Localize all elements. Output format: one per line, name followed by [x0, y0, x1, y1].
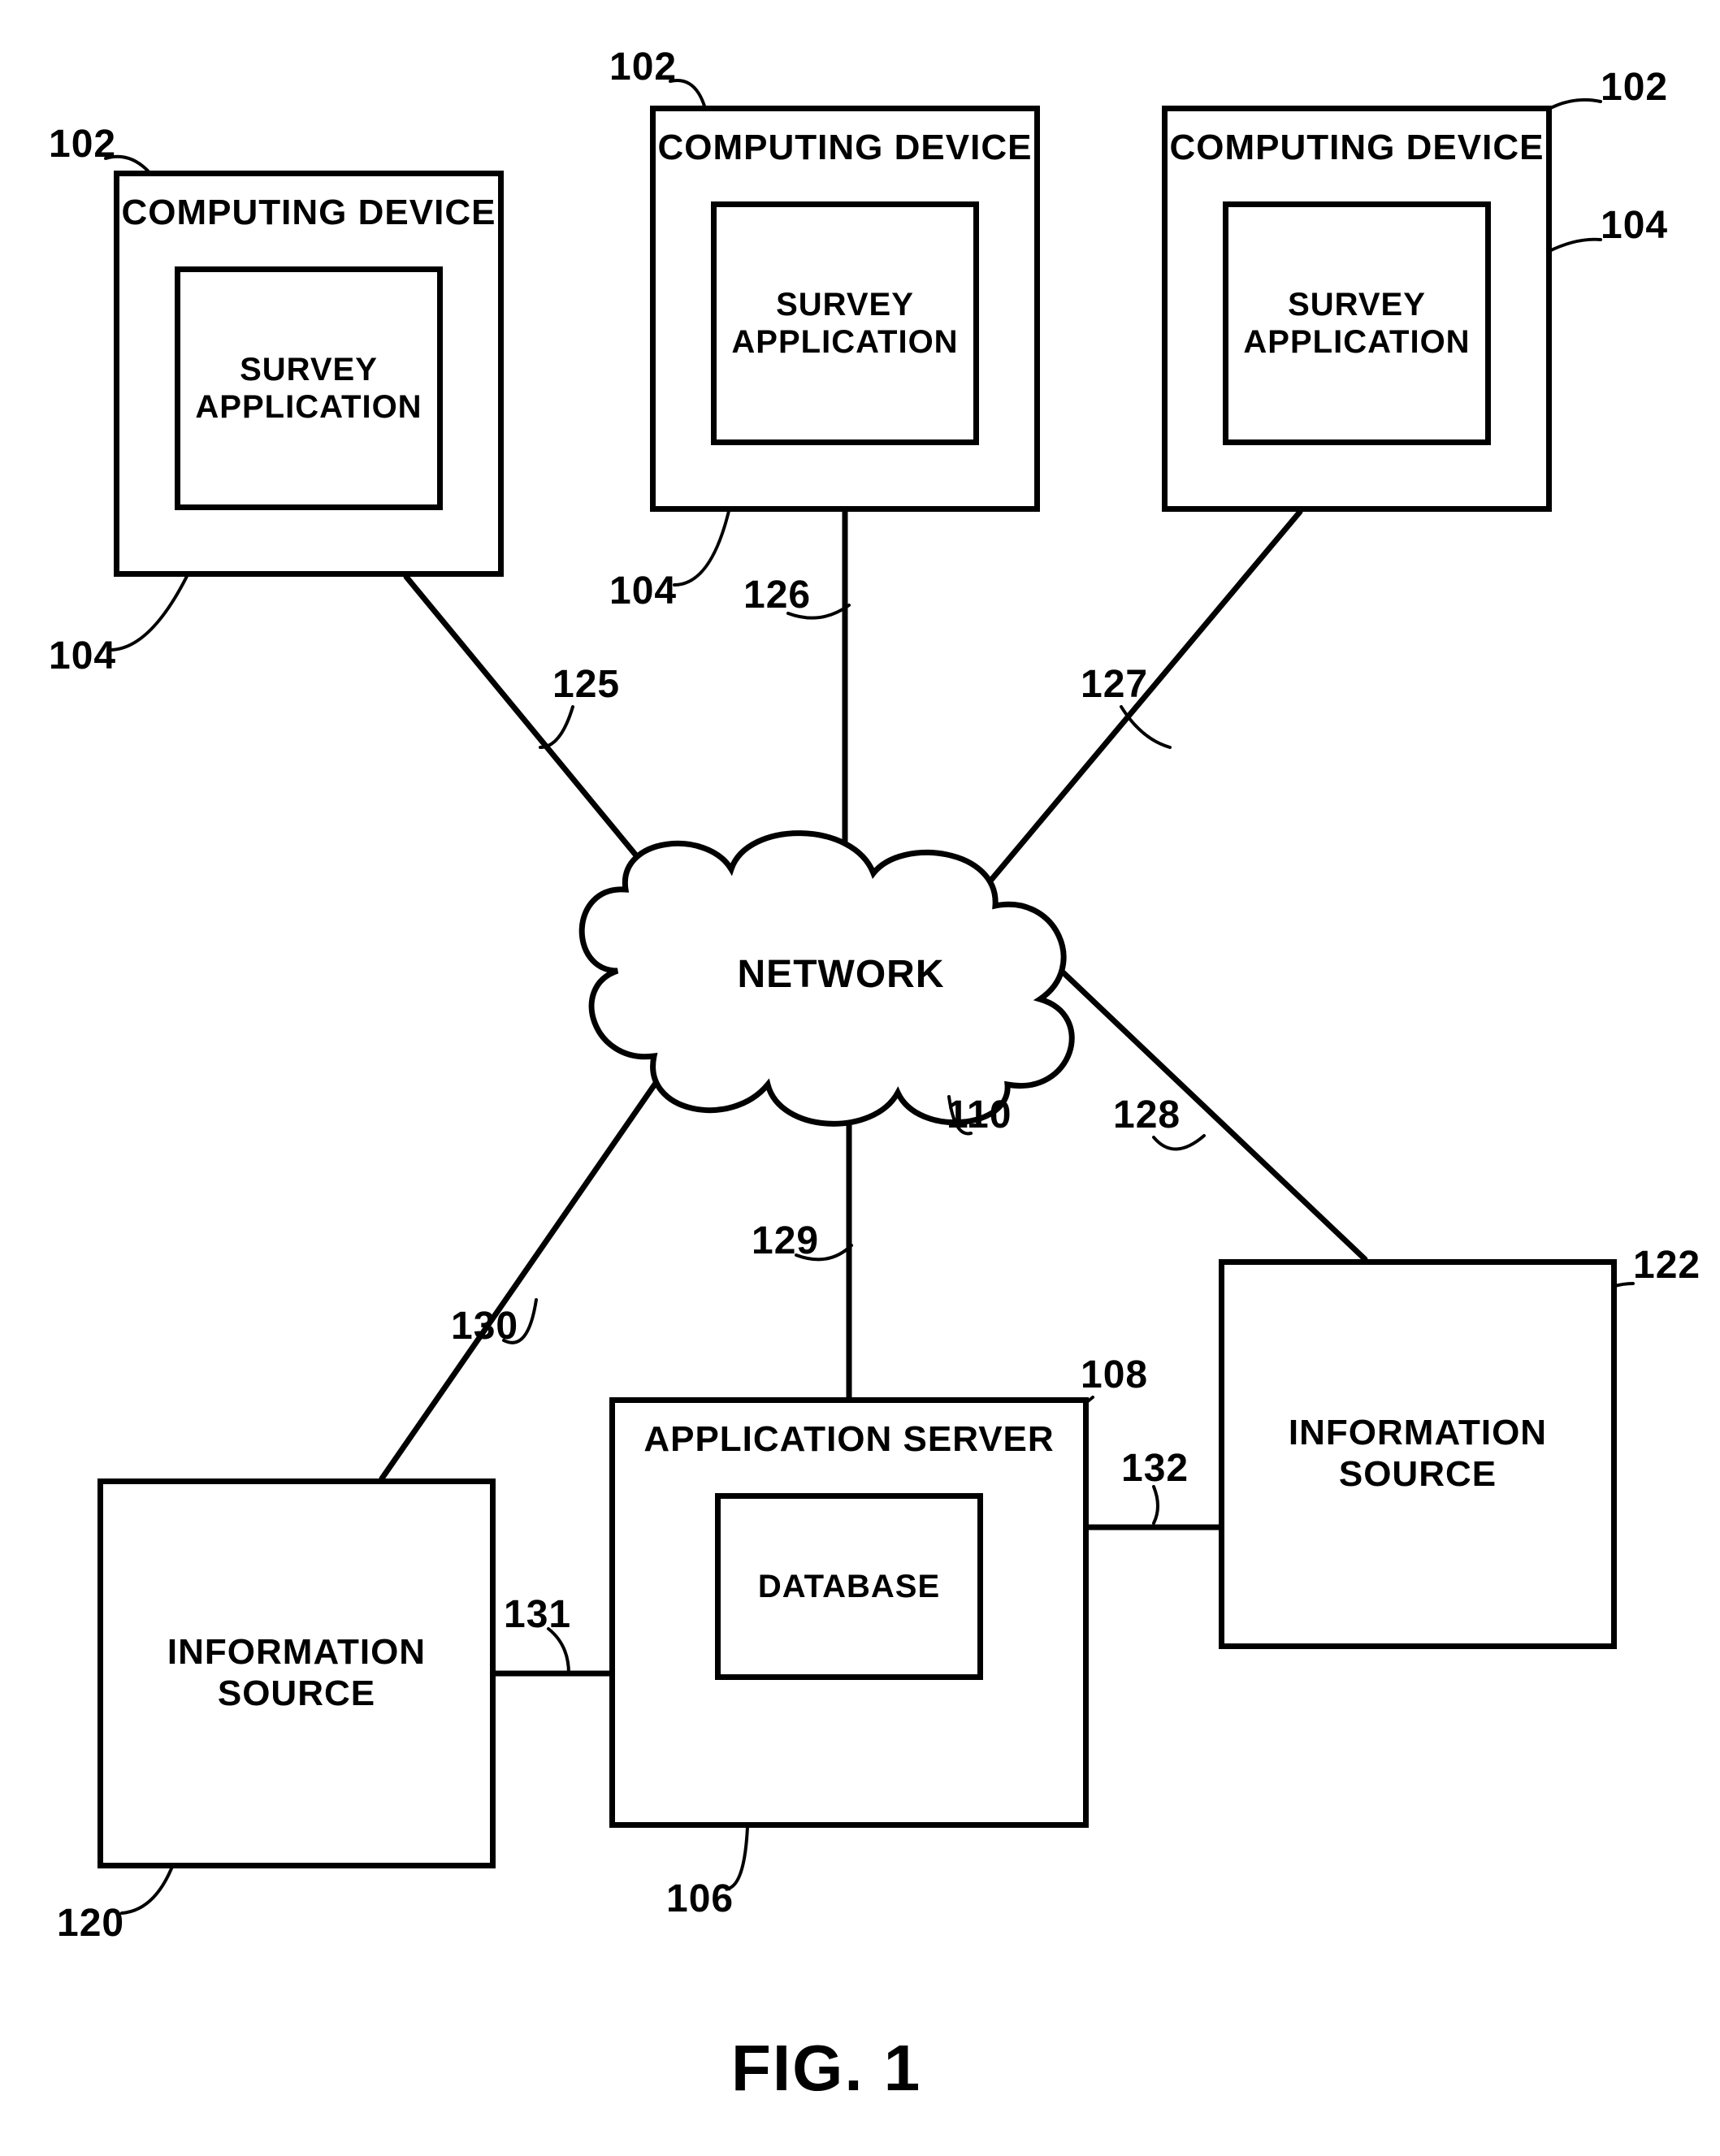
computing-device-label: COMPUTING DEVICE [122, 193, 496, 234]
ref-102: 102 [609, 45, 677, 89]
database-box: DATABASE [715, 1493, 983, 1680]
network-cloud: NETWORK [589, 845, 1093, 1105]
computing-device-box-2: COMPUTING DEVICE SURVEYAPPLICATION [650, 106, 1040, 512]
ref-104: 104 [49, 634, 116, 678]
ref-126: 126 [743, 573, 811, 617]
computing-device-box-1: COMPUTING DEVICE SURVEYAPPLICATION [114, 171, 504, 577]
ref-125: 125 [552, 662, 620, 707]
information-source-label: INFORMATIONSOURCE [1289, 1413, 1547, 1495]
survey-application-label: SURVEYAPPLICATION [731, 286, 958, 361]
ref-120: 120 [57, 1901, 124, 1946]
ref-132: 132 [1121, 1446, 1189, 1491]
computing-device-label: COMPUTING DEVICE [1170, 128, 1545, 169]
ref-102: 102 [49, 122, 116, 167]
survey-application-box: SURVEYAPPLICATION [711, 201, 979, 445]
ref-104: 104 [609, 569, 677, 613]
application-server-label: APPLICATION SERVER [643, 1419, 1054, 1461]
information-source-label: INFORMATIONSOURCE [167, 1632, 426, 1714]
ref-110: 110 [947, 1093, 1012, 1137]
computing-device-label: COMPUTING DEVICE [658, 128, 1033, 169]
survey-application-box: SURVEYAPPLICATION [1223, 201, 1491, 445]
information-source-box-1: INFORMATIONSOURCE [97, 1478, 496, 1868]
ref-127: 127 [1081, 662, 1148, 707]
survey-application-box: SURVEYAPPLICATION [175, 266, 443, 510]
ref-104: 104 [1601, 203, 1668, 248]
diagram-canvas: COMPUTING DEVICE SURVEYAPPLICATION COMPU… [0, 0, 1720, 2156]
figure-caption: FIG. 1 [731, 2031, 921, 2106]
ref-130: 130 [451, 1304, 518, 1349]
ref-102: 102 [1601, 65, 1668, 110]
network-label: NETWORK [738, 952, 945, 997]
ref-106: 106 [666, 1877, 734, 1921]
survey-application-label: SURVEYAPPLICATION [1243, 286, 1470, 361]
ref-129: 129 [752, 1219, 819, 1263]
ref-128: 128 [1113, 1093, 1181, 1137]
database-label: DATABASE [758, 1568, 940, 1605]
ref-108: 108 [1081, 1353, 1148, 1397]
application-server-box: APPLICATION SERVER DATABASE [609, 1397, 1089, 1828]
ref-122: 122 [1633, 1243, 1701, 1288]
information-source-box-2: INFORMATIONSOURCE [1219, 1259, 1617, 1649]
ref-131: 131 [504, 1592, 571, 1637]
computing-device-box-3: COMPUTING DEVICE SURVEYAPPLICATION [1162, 106, 1552, 512]
survey-application-label: SURVEYAPPLICATION [195, 351, 422, 426]
